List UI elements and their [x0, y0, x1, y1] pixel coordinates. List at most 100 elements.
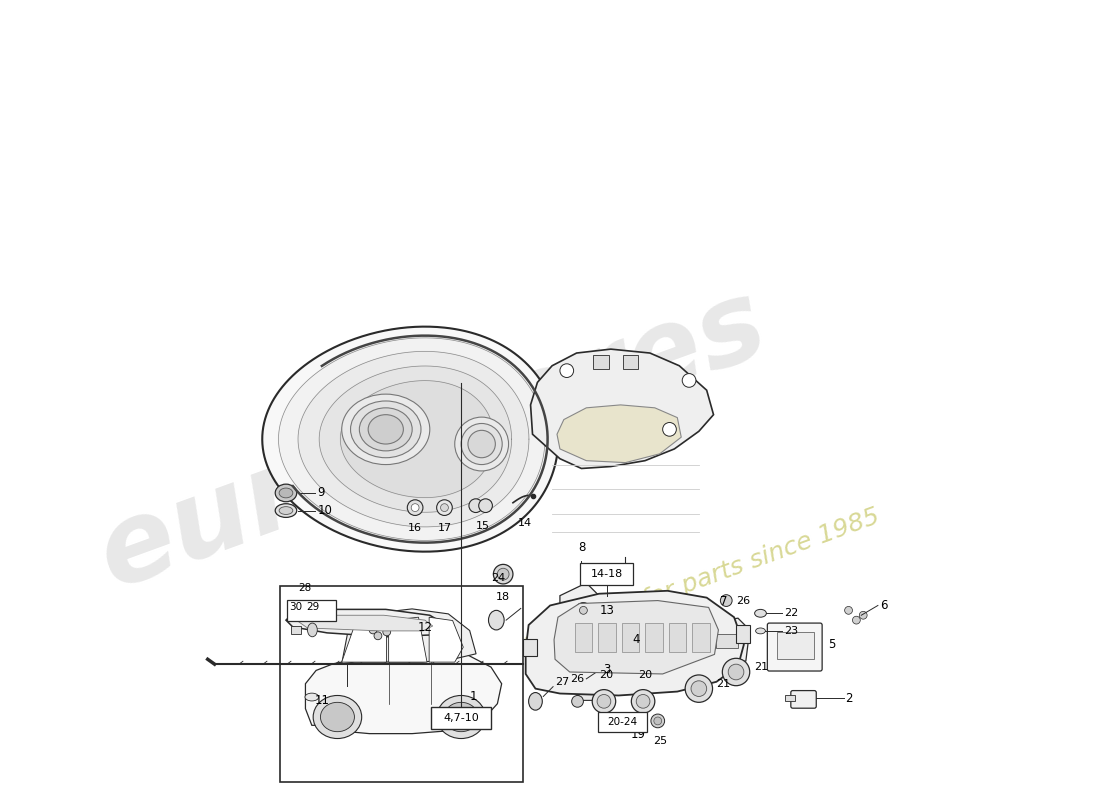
Circle shape — [497, 568, 509, 580]
Bar — [645, 623, 662, 653]
Text: 13: 13 — [600, 603, 614, 617]
Polygon shape — [278, 338, 544, 541]
Text: a passion for parts since 1985: a passion for parts since 1985 — [520, 504, 883, 656]
Text: 11: 11 — [315, 694, 330, 706]
Circle shape — [852, 616, 860, 624]
Polygon shape — [298, 351, 529, 527]
Bar — [280, 586, 522, 782]
Polygon shape — [319, 366, 512, 512]
Ellipse shape — [468, 430, 495, 458]
FancyBboxPatch shape — [431, 707, 492, 729]
Ellipse shape — [469, 499, 483, 513]
Circle shape — [653, 717, 662, 725]
Polygon shape — [526, 590, 744, 695]
Text: 25: 25 — [652, 735, 667, 746]
Bar — [623, 355, 638, 369]
Text: 19: 19 — [630, 728, 646, 741]
Ellipse shape — [305, 693, 319, 701]
Text: eurospares: eurospares — [85, 269, 781, 610]
Circle shape — [371, 621, 378, 629]
Circle shape — [411, 504, 419, 511]
Polygon shape — [600, 650, 623, 677]
Circle shape — [651, 714, 664, 728]
Polygon shape — [286, 610, 447, 637]
Bar — [785, 695, 794, 702]
Circle shape — [377, 622, 385, 630]
Bar — [736, 625, 750, 642]
Text: 5: 5 — [828, 638, 835, 651]
Text: 7: 7 — [719, 595, 727, 609]
Text: 20: 20 — [598, 670, 613, 680]
Circle shape — [636, 694, 650, 708]
Ellipse shape — [478, 499, 493, 513]
Polygon shape — [557, 405, 681, 462]
Text: 12: 12 — [418, 622, 433, 634]
Circle shape — [441, 504, 449, 511]
Text: 15: 15 — [475, 522, 490, 531]
Text: 18: 18 — [496, 592, 510, 602]
Polygon shape — [560, 583, 608, 640]
Polygon shape — [388, 618, 427, 662]
Text: 21: 21 — [754, 662, 768, 672]
Ellipse shape — [342, 394, 430, 465]
Text: 14-18: 14-18 — [591, 569, 623, 579]
Text: 1: 1 — [470, 690, 477, 703]
Text: 4,7-10: 4,7-10 — [443, 713, 478, 723]
Circle shape — [728, 664, 744, 680]
Polygon shape — [429, 618, 463, 662]
Bar — [716, 634, 738, 647]
Text: 22: 22 — [784, 608, 799, 618]
Ellipse shape — [275, 504, 297, 518]
Bar — [621, 623, 639, 653]
Text: 17: 17 — [438, 523, 451, 534]
Bar — [598, 623, 616, 653]
Text: 9: 9 — [317, 486, 324, 499]
Circle shape — [560, 364, 573, 378]
Circle shape — [407, 500, 422, 515]
Bar — [692, 623, 710, 653]
Ellipse shape — [444, 702, 478, 732]
Ellipse shape — [368, 414, 404, 444]
Ellipse shape — [755, 610, 767, 618]
Ellipse shape — [461, 423, 503, 465]
Circle shape — [572, 695, 583, 707]
Circle shape — [859, 611, 867, 619]
Circle shape — [382, 621, 389, 629]
Text: 13: 13 — [618, 576, 632, 589]
Circle shape — [720, 594, 733, 606]
Circle shape — [662, 422, 676, 436]
Polygon shape — [342, 621, 386, 662]
Ellipse shape — [314, 695, 362, 738]
Text: 27: 27 — [556, 677, 570, 686]
Circle shape — [682, 374, 696, 387]
Circle shape — [370, 626, 377, 634]
Text: 3: 3 — [603, 662, 611, 675]
Circle shape — [383, 628, 390, 636]
Text: 2: 2 — [846, 692, 854, 705]
Polygon shape — [554, 601, 718, 674]
Circle shape — [723, 658, 750, 686]
Text: 20-24: 20-24 — [607, 717, 638, 727]
Bar — [574, 623, 592, 653]
Text: 4: 4 — [632, 634, 640, 646]
Ellipse shape — [756, 628, 766, 634]
Circle shape — [494, 564, 513, 584]
Circle shape — [592, 690, 616, 713]
Ellipse shape — [488, 610, 504, 630]
FancyBboxPatch shape — [287, 599, 336, 621]
Text: 21: 21 — [716, 678, 730, 689]
Ellipse shape — [529, 693, 542, 710]
Polygon shape — [578, 677, 595, 700]
Bar — [522, 638, 538, 656]
FancyBboxPatch shape — [581, 563, 634, 585]
Polygon shape — [711, 618, 750, 662]
Bar — [593, 355, 608, 369]
Bar — [777, 632, 814, 659]
Text: 24: 24 — [492, 573, 505, 583]
Circle shape — [685, 675, 713, 702]
Circle shape — [374, 632, 382, 640]
Polygon shape — [340, 381, 494, 498]
Polygon shape — [262, 326, 559, 552]
Text: 20: 20 — [638, 670, 652, 680]
Text: 30: 30 — [289, 602, 302, 613]
